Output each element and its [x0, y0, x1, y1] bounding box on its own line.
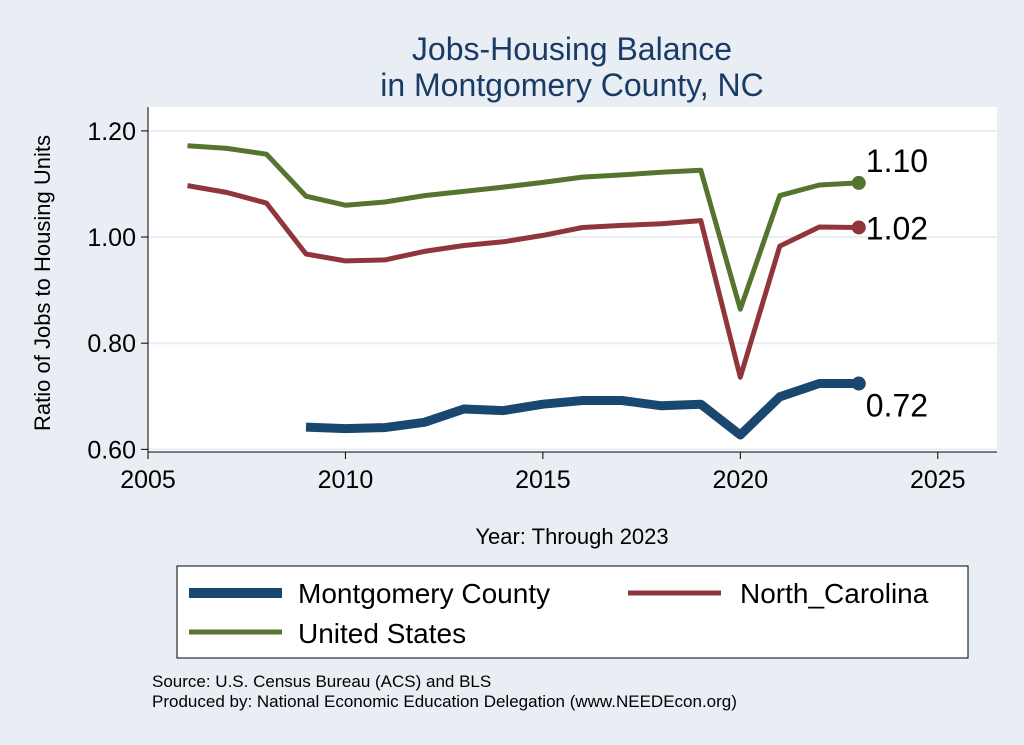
- x-tick-label: 2025: [910, 466, 966, 494]
- legend: Montgomery County North_Carolina United …: [176, 565, 969, 659]
- x-tick-label: 2020: [713, 466, 769, 494]
- end-label-united-states: 1.10: [866, 143, 928, 179]
- y-tick-label: 1.00: [87, 224, 136, 252]
- gridlines: [148, 129, 997, 451]
- y-axis-ticks: 0.60 0.80 1.00 1.20: [87, 118, 148, 464]
- x-tick-label: 2005: [120, 466, 176, 494]
- x-tick-label: 2010: [318, 466, 374, 494]
- legend-label-united-states: United States: [298, 618, 466, 649]
- y-axis-label: Ratio of Jobs to Housing Units: [30, 135, 55, 431]
- legend-box: [176, 565, 969, 659]
- series-endpoint-montgomery-county: [851, 376, 866, 391]
- end-label-north-carolina: 1.02: [866, 210, 928, 246]
- end-label-montgomery-county: 0.72: [866, 388, 928, 424]
- series-line-united-states: [187, 143, 859, 312]
- series-endpoint-united-states: [851, 175, 866, 190]
- series-line-north-carolina: [187, 183, 859, 380]
- legend-label-north-carolina: North_Carolina: [740, 578, 929, 609]
- source-line-1: Source: U.S. Census Bureau (ACS) and BLS: [152, 672, 491, 691]
- plot-area: [148, 107, 997, 452]
- x-tick-label: 2015: [515, 466, 571, 494]
- series-endpoint-north-carolina: [851, 220, 866, 235]
- y-tick-label: 0.60: [87, 436, 136, 464]
- y-tick-label: 1.20: [87, 118, 136, 146]
- series-line-montgomery-county: [305, 379, 859, 440]
- y-tick-label: 0.80: [87, 330, 136, 358]
- x-axis-label: Year: Through 2023: [475, 524, 668, 549]
- x-axis-ticks: 2005 2010 2015 2020 2025: [120, 452, 966, 494]
- legend-label-montgomery-county: Montgomery County: [298, 578, 550, 609]
- series-layer: 1.10 1.02 0.72: [187, 143, 928, 440]
- chart-title-line-1: Jobs-Housing Balance: [412, 31, 732, 67]
- source-line-2: Produced by: National Economic Education…: [152, 692, 737, 711]
- chart-title-line-2: in Montgomery County, NC: [380, 67, 764, 103]
